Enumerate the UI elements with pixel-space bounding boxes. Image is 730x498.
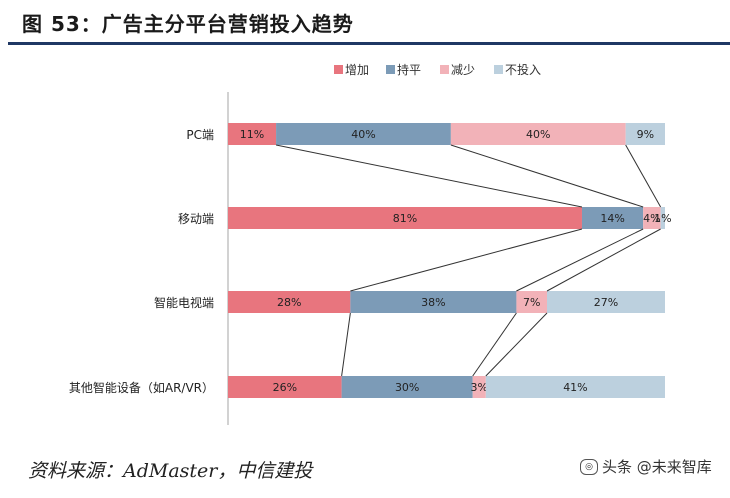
data-label-3-2: 38% (421, 296, 445, 309)
bar-1-3 (450, 123, 626, 145)
series-line-3-1 (341, 312, 351, 377)
legend-swatch-1 (334, 65, 343, 74)
series-line-1-2 (450, 144, 644, 208)
legend-label-2: 持平 (397, 62, 421, 77)
bar-4-4 (485, 376, 665, 398)
series-line-1-1 (275, 144, 583, 208)
series-line-3-3 (485, 312, 548, 377)
data-label-3-1: 28% (277, 296, 301, 309)
data-label-4-3: 3% (471, 381, 488, 394)
bar-2-1 (228, 207, 582, 229)
data-label-1-3: 40% (526, 128, 550, 141)
title-rule (8, 42, 730, 45)
bar-1-2 (276, 123, 451, 145)
stacked-bar-chart: 增加 持平 减少 不投入 11% 40% 40% 9% PC端 81% 14% 4%1% 移动端 28% 3… (69, 62, 672, 425)
category-label-2: 移动端 (178, 212, 214, 226)
data-label-4-1: 26% (273, 381, 297, 394)
series-line-2-3 (546, 228, 661, 292)
series-line-2-1 (350, 228, 583, 292)
legend-swatch-4 (494, 65, 503, 74)
bar-3-3 (516, 291, 548, 313)
legend-label-4: 不投入 (505, 62, 541, 77)
bar-2-4 (660, 207, 665, 229)
data-label-1-4: 9% (637, 128, 654, 141)
bar-4-3 (472, 376, 486, 398)
data-label-2-2: 14% (600, 212, 624, 225)
series-line-3-2 (472, 312, 517, 377)
legend-label-3: 减少 (451, 63, 475, 77)
legend-swatch-2 (386, 65, 395, 74)
category-label-4: 其他智能设备（如AR/VR） (69, 380, 214, 395)
legend-label-1: 增加 (345, 63, 369, 77)
category-label-1: PC端 (186, 128, 214, 142)
data-label-3-4: 27% (594, 296, 618, 309)
data-label-2-1: 81% (393, 212, 417, 225)
data-label-4-4: 41% (563, 381, 587, 394)
category-label-3: 智能电视端 (154, 295, 214, 310)
source-note: 资料来源：AdMaster，中信建投 (28, 460, 313, 482)
figure-title: 图 53：广告主分平台营销投入趋势 (22, 12, 354, 36)
bar-1-1 (228, 123, 277, 145)
data-label-4-2: 30% (395, 381, 419, 394)
data-label-2-4: 1% (654, 212, 671, 225)
bar-4-1 (228, 376, 342, 398)
bar-2-3 (643, 207, 661, 229)
watermark-text: 头条 @未来智库 (602, 458, 712, 476)
watermark: ◎ 头条 @未来智库 (580, 456, 712, 477)
series-line-2-2 (516, 228, 644, 292)
watermark-icon: ◎ (580, 458, 598, 475)
data-label-1-2: 40% (351, 128, 375, 141)
bar-2-2 (581, 207, 644, 229)
bar-3-4 (547, 291, 665, 313)
bar-4-2 (341, 376, 473, 398)
legend-swatch-3 (440, 65, 449, 74)
bar-1-4 (625, 123, 665, 145)
data-label-3-3: 7% (523, 296, 540, 309)
series-line-1-3 (625, 144, 662, 208)
data-label-1-1: 11% (240, 128, 264, 141)
data-label-2-3: 4% (643, 212, 660, 225)
bar-3-1 (228, 291, 351, 313)
bar-3-2 (350, 291, 517, 313)
